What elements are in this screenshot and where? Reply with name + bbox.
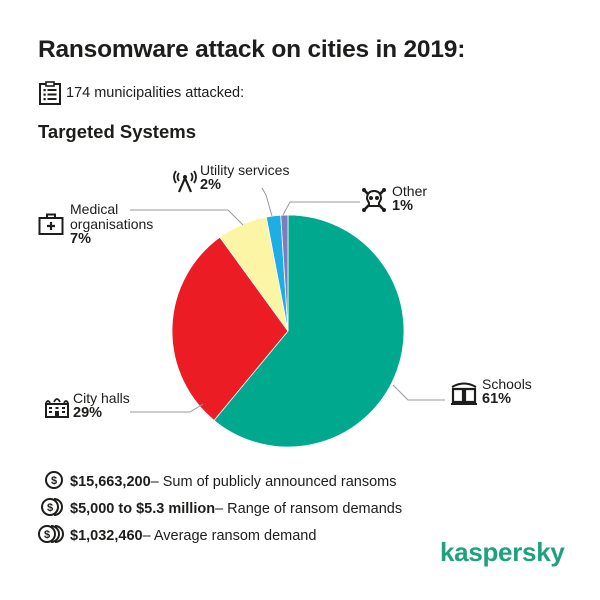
label-name: Other <box>392 183 428 199</box>
label-pct: 2% <box>200 177 221 193</box>
label-schools: Schools 61% <box>482 377 532 407</box>
stat-desc: – Range of ransom demands <box>215 500 403 517</box>
pie-slice-city-halls <box>171 236 289 421</box>
antenna-icon <box>173 170 197 193</box>
stat-desc: – Average ransom demand <box>142 527 317 544</box>
label-utility-services: Utility services 2% <box>200 163 289 193</box>
skull-icon <box>362 188 386 212</box>
stat-desc: – Sum of publicly announced ransoms <box>150 473 397 490</box>
stat-value: $5,000 to $5.3 million <box>70 500 216 517</box>
clipboard-list-icon <box>39 81 61 105</box>
label-name: Utility services <box>200 162 290 178</box>
coin-icon: $ <box>45 470 63 489</box>
building-icon <box>45 398 69 418</box>
section-title: Targeted Systems <box>38 121 196 142</box>
leader-lines <box>130 187 445 413</box>
svg-text:$: $ <box>51 475 57 487</box>
label-name-line2: organisations <box>70 216 154 232</box>
label-pct: 1% <box>392 198 413 214</box>
ransom-stats: $ $15,663,200 – Sum of publicly announce… <box>38 468 402 549</box>
municipalities-count: 174 municipalities attacked: <box>38 80 244 106</box>
label-pct: 29% <box>73 405 103 421</box>
stat-value: $15,663,200 <box>70 473 151 490</box>
label-name: City halls <box>73 390 130 406</box>
label-medical-organisations: Medical organisations 7% <box>70 202 153 247</box>
label-other: Other 1% <box>392 184 427 214</box>
label-pct: 61% <box>482 391 512 407</box>
label-name-line1: Medical <box>70 201 119 217</box>
stat-row-range: $ $5,000 to $5.3 million – Range of rans… <box>38 495 402 522</box>
label-pct: 7% <box>70 231 91 247</box>
stat-row-sum: $ $15,663,200 – Sum of publicly announce… <box>38 468 402 495</box>
pie-slice-other <box>280 214 289 332</box>
label-name: Schools <box>482 376 532 392</box>
svg-text:$: $ <box>44 529 50 541</box>
pie-slice-schools <box>213 214 405 448</box>
label-city-halls: City halls 29% <box>73 391 130 421</box>
kaspersky-logo: kaspersky <box>440 537 565 567</box>
subtitle-text: 174 municipalities attacked: <box>66 85 245 101</box>
page-title: Ransomware attack on cities in 2019: <box>38 36 466 63</box>
stat-value: $1,032,460 <box>70 527 143 544</box>
pie-slices <box>171 214 405 448</box>
three-coins-icon: $ <box>38 524 64 543</box>
svg-text:$: $ <box>47 502 53 514</box>
open-book-icon <box>451 382 477 405</box>
medical-case-icon <box>38 213 64 235</box>
stat-row-average: $ $1,032,460 – Average ransom demand <box>38 522 402 549</box>
two-coins-icon: $ <box>41 497 63 516</box>
